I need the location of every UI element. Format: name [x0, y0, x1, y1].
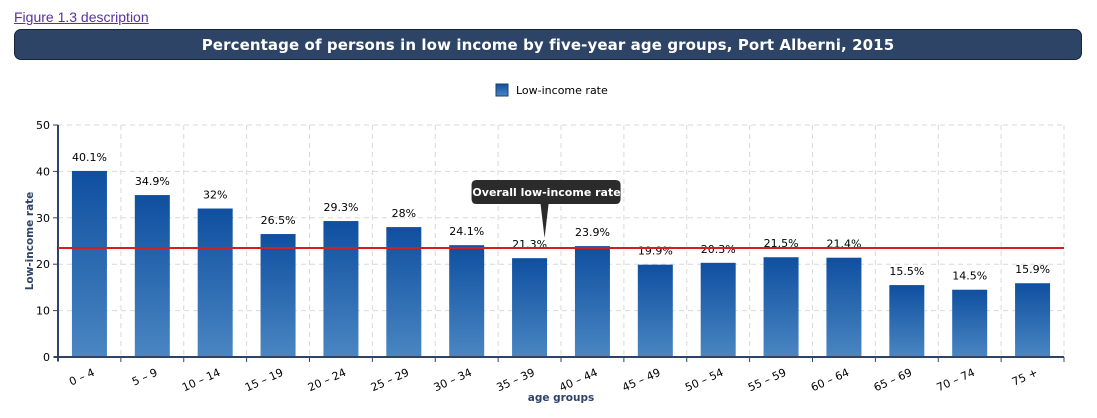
x-tick-label: 50 – 54: [683, 366, 725, 394]
bars: [71, 170, 1051, 357]
y-tick-label: 40: [36, 165, 50, 178]
bar[interactable]: [574, 246, 610, 357]
x-tick-label: 5 – 9: [130, 366, 159, 389]
x-tick-label: 60 – 64: [809, 366, 851, 394]
bar[interactable]: [1015, 283, 1051, 357]
x-tick-label: 20 – 24: [306, 366, 348, 394]
bar[interactable]: [449, 245, 485, 357]
chart-title-bar: Percentage of persons in low income by f…: [14, 29, 1082, 60]
bar[interactable]: [260, 234, 296, 357]
x-tick-label: 75 +: [1010, 366, 1040, 389]
bar[interactable]: [134, 195, 170, 357]
bar-value-label: 21.3%: [512, 238, 547, 251]
x-tick-label: 10 – 14: [180, 366, 222, 394]
x-tick-label: 0 – 4: [67, 366, 96, 389]
legend-swatch: [495, 83, 509, 97]
y-tick-label: 0: [43, 351, 50, 364]
x-tick-label: 40 – 44: [557, 366, 599, 394]
x-axis-title: age groups: [528, 392, 595, 404]
bar-value-label: 24.1%: [449, 225, 484, 238]
y-tick-label: 10: [36, 305, 50, 318]
y-tick-label: 50: [36, 119, 50, 132]
bar-value-label: 20.3%: [701, 243, 736, 256]
bar[interactable]: [71, 170, 107, 357]
x-tick-label: 35 – 39: [494, 366, 536, 394]
bar-value-label: 15.9%: [1015, 263, 1050, 276]
bar-value-label: 32%: [203, 189, 227, 202]
bar[interactable]: [197, 208, 233, 357]
x-tick-label: 70 – 74: [935, 366, 977, 394]
legend-label: Low-income rate: [516, 84, 608, 97]
bar[interactable]: [826, 257, 862, 357]
bar[interactable]: [952, 289, 988, 357]
bar[interactable]: [763, 257, 799, 357]
bar-value-label: 40.1%: [72, 151, 107, 164]
bar[interactable]: [637, 264, 673, 357]
bar[interactable]: [323, 221, 359, 357]
x-tick-label: 55 – 59: [746, 366, 788, 394]
bar-value-label: 14.5%: [952, 270, 987, 283]
legend: Low-income rate: [495, 83, 608, 97]
tooltip-label: Overall low-income rate: [472, 186, 620, 199]
bar[interactable]: [512, 258, 548, 357]
bar[interactable]: [700, 262, 736, 357]
grid: [58, 124, 1065, 357]
bar-value-label: 15.5%: [889, 265, 924, 278]
tooltip-box: [471, 180, 621, 238]
x-tick-label: 25 – 29: [369, 366, 411, 394]
bar-value-label: 26.5%: [261, 214, 296, 227]
bar[interactable]: [889, 285, 925, 357]
reference-line-group: Overall low-income rate: [58, 180, 1064, 249]
x-tick-label: 15 – 19: [243, 366, 285, 394]
chart-title: Percentage of persons in low income by f…: [201, 35, 895, 54]
figure-description-link[interactable]: Figure 1.3 description: [14, 9, 149, 25]
bar-value-label: 23.9%: [575, 226, 610, 239]
y-axis-title: Low-income rate: [24, 192, 36, 291]
bar-value-label: 28%: [392, 207, 416, 220]
y-tick-label: 30: [36, 212, 50, 225]
y-tick-label: 20: [36, 258, 50, 271]
bar-value-label: 29.3%: [323, 201, 358, 214]
bar[interactable]: [386, 227, 422, 357]
x-tick-label: 30 – 34: [432, 366, 474, 394]
x-tick-label: 65 – 69: [872, 366, 914, 394]
bar-value-label: 19.9%: [638, 245, 673, 258]
bar-value-label: 34.9%: [135, 175, 170, 188]
x-tick-label: 45 – 49: [620, 366, 662, 394]
